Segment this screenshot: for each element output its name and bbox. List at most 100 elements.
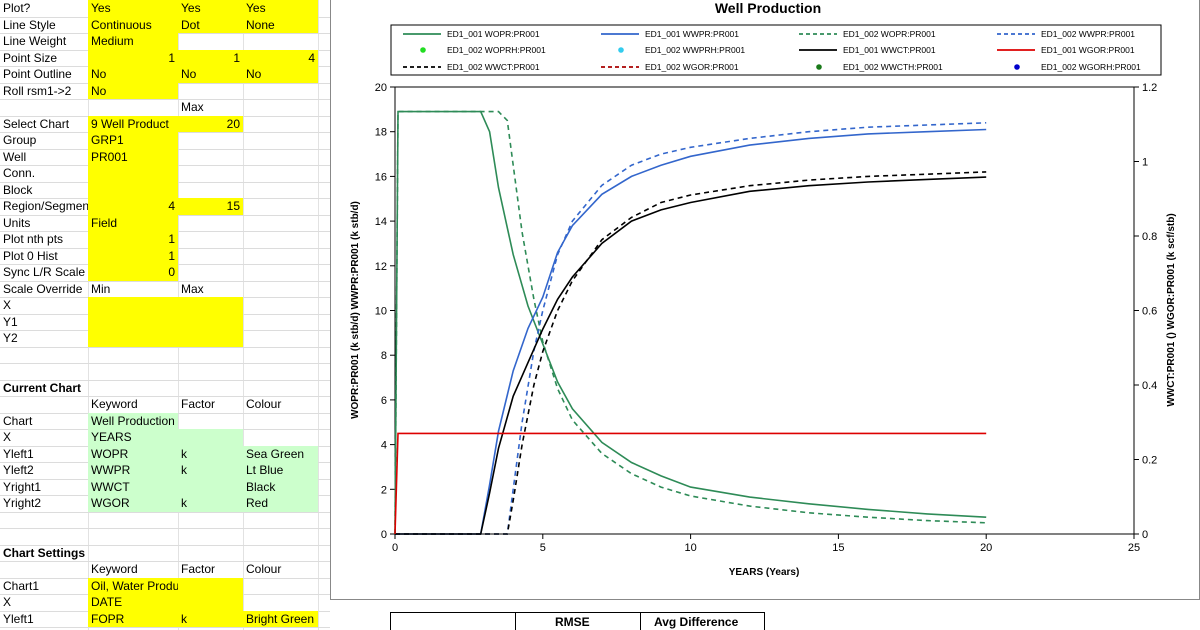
- sheet-cell[interactable]: [243, 33, 318, 50]
- sheet-cell[interactable]: [243, 215, 318, 232]
- sheet-cell[interactable]: FOPR: [88, 610, 178, 627]
- sheet-cell[interactable]: Well Production: [88, 412, 178, 429]
- sheet-cell[interactable]: [243, 594, 318, 611]
- sheet-cell[interactable]: [243, 248, 318, 265]
- sheet-cell[interactable]: [243, 380, 318, 397]
- sheet-cell[interactable]: 1: [88, 231, 178, 248]
- sheet-cell[interactable]: 1: [88, 247, 178, 264]
- sheet-cell[interactable]: No: [88, 82, 178, 99]
- sheet-cell[interactable]: Field: [88, 214, 178, 231]
- sheet-cell[interactable]: [243, 165, 318, 182]
- sheet-cell[interactable]: Max: [181, 100, 204, 114]
- sheet-cell[interactable]: Point Size: [3, 50, 58, 65]
- sheet-cell[interactable]: Yright2: [3, 496, 42, 510]
- sheet-cell[interactable]: 4: [243, 49, 318, 66]
- sheet-cell[interactable]: Point Outline: [3, 67, 72, 81]
- sheet-cell[interactable]: No: [178, 66, 243, 83]
- sheet-cell[interactable]: Plot 0 Hist: [3, 248, 58, 263]
- sheet-cell[interactable]: Yes: [88, 0, 178, 17]
- sheet-cell[interactable]: DATE: [88, 594, 178, 611]
- sheet-cell[interactable]: [243, 83, 318, 100]
- sheet-cell[interactable]: [243, 512, 318, 529]
- sheet-cell[interactable]: [243, 231, 318, 248]
- sheet-cell[interactable]: Plot?: [3, 1, 31, 15]
- sheet-cell[interactable]: k: [178, 462, 243, 479]
- sheet-cell[interactable]: Conn.: [3, 166, 36, 180]
- sheet-cell[interactable]: [243, 528, 318, 545]
- sheet-cell[interactable]: [88, 363, 178, 380]
- sheet-cell[interactable]: 20: [178, 115, 243, 132]
- sheet-cell[interactable]: [243, 132, 318, 149]
- sheet-cell[interactable]: Factor: [181, 562, 216, 576]
- sheet-cell[interactable]: [178, 577, 243, 594]
- sheet-cell[interactable]: k: [178, 445, 243, 462]
- sheet-cell[interactable]: Plot nth pts: [3, 232, 64, 246]
- sheet-cell[interactable]: Line Style: [3, 17, 56, 32]
- sheet-cell[interactable]: [88, 313, 178, 330]
- sheet-cell[interactable]: [0, 396, 88, 413]
- sheet-cell[interactable]: WWCT: [88, 478, 178, 495]
- sheet-cell[interactable]: [178, 132, 243, 149]
- sheet-cell[interactable]: [0, 512, 88, 529]
- sheet-cell[interactable]: [88, 297, 178, 314]
- sheet-cell[interactable]: Factor: [181, 397, 216, 411]
- sheet-cell[interactable]: [243, 149, 318, 166]
- sheet-cell[interactable]: Region/Segment: [3, 199, 88, 213]
- sheet-cell[interactable]: 4: [88, 198, 178, 215]
- sheet-cell[interactable]: k: [178, 495, 243, 512]
- sheet-cell[interactable]: Y1: [3, 314, 18, 329]
- sheet-cell[interactable]: WOPR: [88, 445, 178, 462]
- sheet-cell[interactable]: [243, 578, 318, 595]
- sheet-cell[interactable]: [178, 215, 243, 232]
- sheet-cell[interactable]: Lt Blue: [243, 462, 318, 479]
- sheet-cell[interactable]: [88, 165, 178, 182]
- sheet-cell[interactable]: [0, 561, 88, 578]
- sheet-cell[interactable]: 15: [178, 198, 243, 215]
- sheet-cell[interactable]: [0, 363, 88, 380]
- sheet-cell[interactable]: [178, 363, 243, 380]
- sheet-cell[interactable]: [243, 330, 318, 347]
- sheet-cell[interactable]: Max: [181, 281, 204, 296]
- sheet-cell[interactable]: [0, 528, 88, 545]
- sheet-cell[interactable]: WGOR: [88, 495, 178, 512]
- sheet-cell[interactable]: [178, 512, 243, 529]
- sheet-cell[interactable]: [0, 99, 88, 116]
- sheet-cell[interactable]: [178, 297, 243, 314]
- sheet-cell[interactable]: [178, 182, 243, 199]
- sheet-cell[interactable]: Dot: [178, 16, 243, 33]
- sheet-cell[interactable]: Min: [91, 281, 111, 296]
- sheet-cell[interactable]: [178, 149, 243, 166]
- sheet-cell[interactable]: [243, 363, 318, 380]
- sheet-cell[interactable]: 9 Well Product: [88, 115, 178, 132]
- sheet-cell[interactable]: [178, 429, 243, 446]
- sheet-cell[interactable]: [178, 545, 243, 562]
- sheet-cell[interactable]: [88, 181, 178, 198]
- sheet-cell[interactable]: Yes: [178, 0, 243, 17]
- sheet-cell[interactable]: Units: [3, 215, 31, 230]
- sheet-cell[interactable]: Chart Settings: [3, 545, 86, 560]
- sheet-cell[interactable]: [88, 528, 178, 545]
- sheet-cell[interactable]: [243, 99, 318, 116]
- sheet-cell[interactable]: [88, 512, 178, 529]
- sheet-cell[interactable]: Group: [3, 133, 37, 147]
- sheet-cell[interactable]: [243, 347, 318, 364]
- sheet-cell[interactable]: Roll rsm1->2: [3, 83, 72, 98]
- sheet-cell[interactable]: [243, 198, 318, 215]
- sheet-cell[interactable]: [178, 380, 243, 397]
- sheet-cell[interactable]: Yes: [243, 0, 318, 17]
- sheet-cell[interactable]: No: [243, 66, 318, 83]
- sheet-cell[interactable]: [88, 99, 178, 116]
- sheet-cell[interactable]: YEARS: [88, 429, 178, 446]
- sheet-cell[interactable]: Y2: [3, 331, 18, 345]
- sheet-cell[interactable]: Yright1: [3, 479, 42, 494]
- sheet-cell[interactable]: [178, 347, 243, 364]
- sheet-cell[interactable]: Current Chart: [3, 380, 82, 395]
- sheet-cell[interactable]: [243, 182, 318, 199]
- sheet-cell[interactable]: k: [178, 610, 243, 627]
- sheet-cell[interactable]: Sea Green: [243, 445, 318, 462]
- sheet-cell[interactable]: Continuous: [88, 16, 178, 33]
- sheet-cell[interactable]: [178, 594, 243, 611]
- sheet-cell[interactable]: [88, 330, 178, 347]
- sheet-cell[interactable]: Line Weight: [3, 34, 67, 48]
- sheet-cell[interactable]: None: [243, 16, 318, 33]
